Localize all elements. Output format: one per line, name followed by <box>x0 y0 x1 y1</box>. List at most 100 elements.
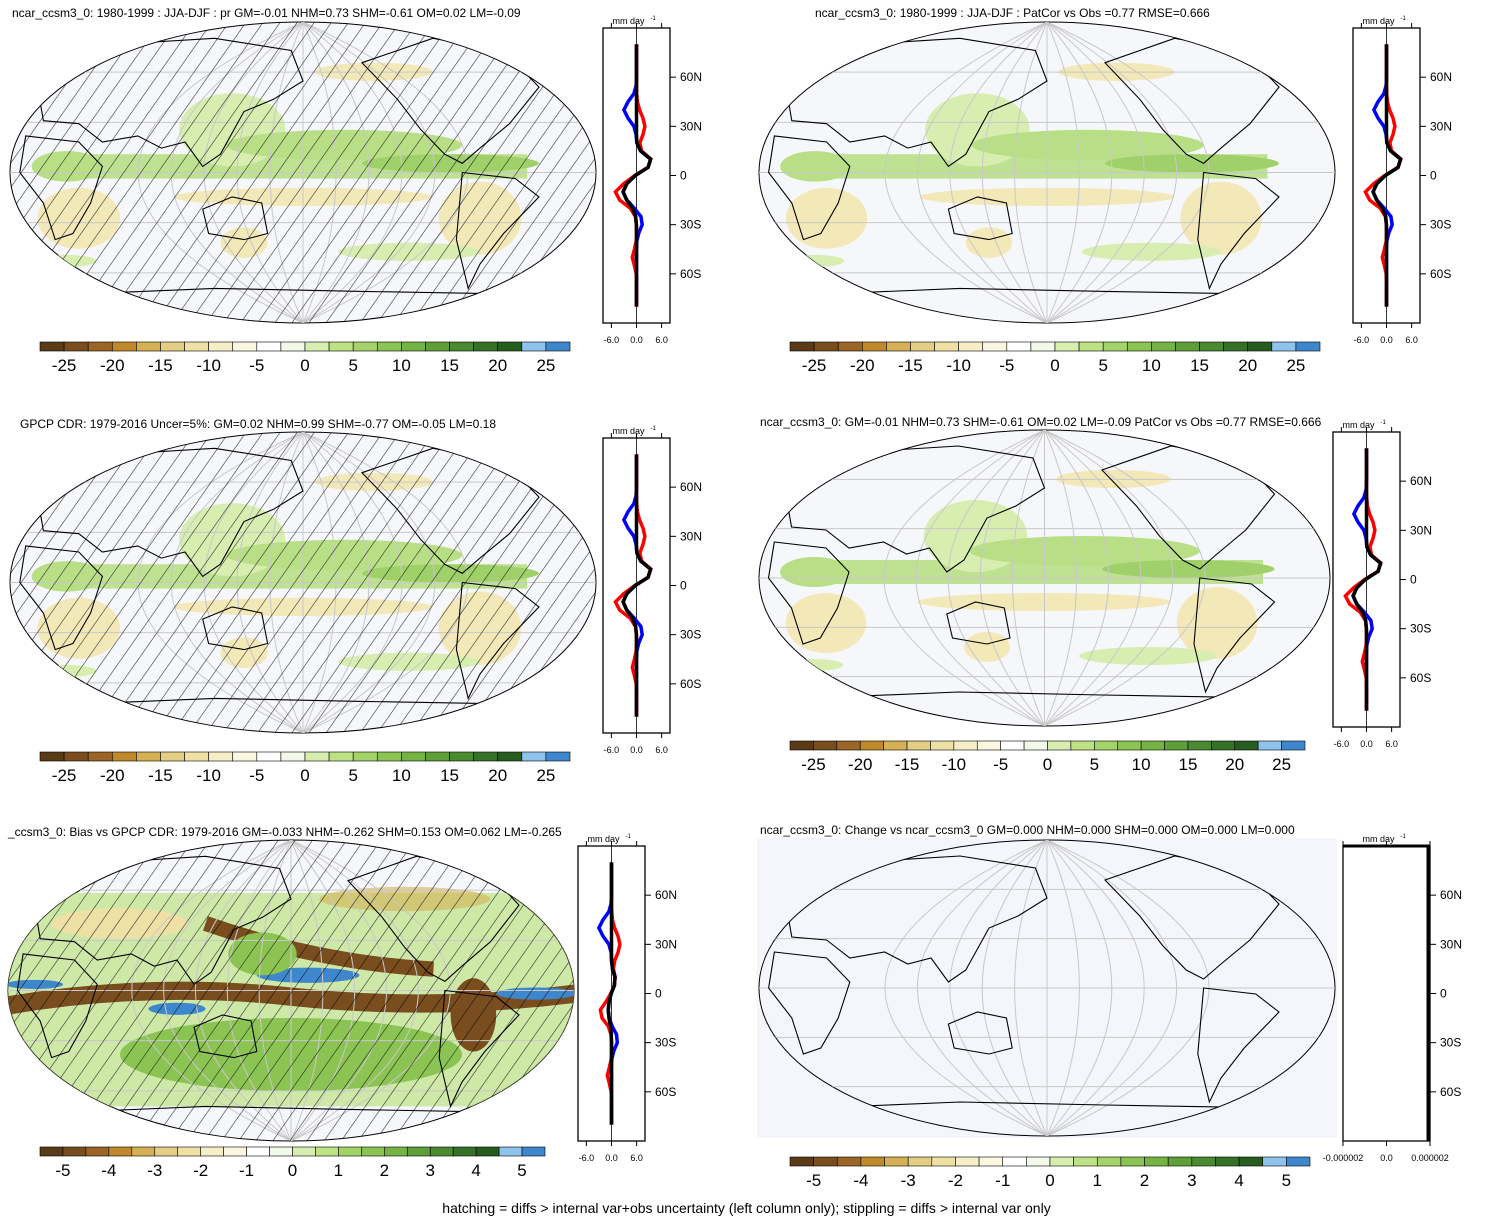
colorbar-tick-label: -25 <box>52 356 77 375</box>
lat-tick-label: 60S <box>1410 671 1431 685</box>
zonal-line-diff <box>1351 448 1383 711</box>
colorbar-swatch <box>545 751 571 762</box>
colorbar-swatch <box>376 341 402 352</box>
colorbar-swatch <box>1257 740 1282 751</box>
colorbar-swatch <box>160 751 185 762</box>
lat-tick-label: 30N <box>1430 119 1452 133</box>
colorbar-swatch <box>304 751 330 762</box>
lat-tick-label: 30N <box>680 119 702 133</box>
colorbar-tick-label: -5 <box>999 356 1014 375</box>
zonal-x-tick-label: 6.0 <box>1385 739 1398 749</box>
zonal-unit-label: mm day <box>612 426 645 436</box>
colorbar-swatch <box>473 341 499 352</box>
zonal-unit-sup: -1 <box>1401 16 1407 22</box>
colorbar-tick-label: -3 <box>901 1171 916 1190</box>
colorbar-swatch <box>184 751 209 762</box>
colorbar-swatch <box>1070 740 1095 751</box>
colorbar-tick-label: 1 <box>334 1161 343 1180</box>
colorbar-tick-label: -3 <box>147 1161 162 1180</box>
colorbar-swatch <box>1151 341 1176 352</box>
colorbar-swatch <box>982 341 1008 352</box>
colorbar-swatch <box>136 341 161 352</box>
colorbar-tick-label: 0 <box>288 1161 297 1180</box>
zonal-x-tick-label: 0.0 <box>630 335 643 345</box>
colorbar-tick-label: -2 <box>193 1161 208 1180</box>
colorbar-swatch <box>978 1156 1004 1167</box>
colorbar-swatch <box>1191 1156 1216 1167</box>
lat-tick-label: 0 <box>655 987 662 1001</box>
zonal-unit-label: mm day <box>1362 834 1395 844</box>
colorbar-tick-label: -25 <box>52 766 77 785</box>
lat-tick-label: 60N <box>1430 70 1452 84</box>
colorbar-swatch <box>232 341 258 352</box>
colorbar-tick-label: -15 <box>148 356 173 375</box>
colorbar-swatch <box>886 341 911 352</box>
colorbar-swatch <box>352 751 378 762</box>
zonal-x-tick-label: 6.0 <box>630 1153 643 1163</box>
lat-tick-label: 60S <box>1430 267 1451 281</box>
colorbar: -25 -20 -15 -10 -5 0 5 10 15 20 25 <box>789 740 1306 774</box>
colorbar-swatch <box>1000 740 1025 751</box>
colorbar-tick-label: 0 <box>1043 755 1052 774</box>
colorbar-swatch <box>39 341 65 352</box>
colorbar-tick-label: 3 <box>1187 1171 1196 1190</box>
colorbar-swatch <box>280 341 306 352</box>
lat-tick-label: 60S <box>655 1085 676 1099</box>
colorbar-tick-label: -20 <box>848 755 873 774</box>
panel-title-model-patcor: ncar_ccsm3_0: 1980-1999 : JJA-DJF : PatC… <box>815 6 1210 20</box>
panel-title-model-change: ncar_ccsm3_0: 1980-1999 : JJA-DJF : pr G… <box>12 6 521 20</box>
zonal-x-tick-label: -6.0 <box>604 745 620 755</box>
colorbar-swatch <box>1167 1156 1193 1167</box>
zonal-unit-sup: -1 <box>1381 420 1387 426</box>
lat-tick-label: 30S <box>1410 622 1431 636</box>
colorbar-swatch <box>813 740 838 751</box>
lat-tick-label: 30S <box>680 218 701 232</box>
colorbar-swatch <box>338 1146 362 1157</box>
colorbar-swatch <box>1120 1156 1145 1167</box>
colorbar-swatch <box>1073 1156 1098 1167</box>
zonal-x-tick-label: -6.0 <box>1334 739 1350 749</box>
colorbar-tick-label: 15 <box>1178 755 1197 774</box>
lat-tick-label: 60N <box>1440 888 1462 902</box>
zonal-x-tick-label: -6.0 <box>579 1153 595 1163</box>
colorbar-swatch <box>1262 1156 1287 1167</box>
lat-tick-label: 30S <box>1440 1036 1461 1050</box>
colorbar-tick-label: -1 <box>239 1161 254 1180</box>
colorbar-tick-label: 15 <box>440 356 459 375</box>
colorbar-swatch <box>256 751 282 762</box>
colorbar-swatch <box>931 1156 956 1167</box>
colorbar-tick-label: 5 <box>348 356 357 375</box>
zonal-unit-label: mm day <box>612 16 645 26</box>
colorbar-swatch <box>930 740 955 751</box>
colorbar-tick-label: 10 <box>392 766 411 785</box>
colorbar-swatch <box>1096 1156 1122 1167</box>
zonal-unit-sup: -1 <box>626 834 632 840</box>
zonal-x-tick-label: 6.0 <box>655 335 668 345</box>
colorbar-tick-label: -4 <box>101 1161 116 1180</box>
colorbar-swatch <box>521 341 547 352</box>
colorbar-swatch <box>860 1156 885 1167</box>
colorbar-swatch <box>1006 341 1032 352</box>
zonal-line-diff <box>606 862 617 1125</box>
colorbar-swatch <box>63 341 89 352</box>
zonal-unit-label: mm day <box>1362 16 1395 26</box>
colorbar-swatch <box>1144 1156 1169 1167</box>
zonal-x-tick-label: 0.0 <box>605 1153 618 1163</box>
colorbar-tick-label: 5 <box>1282 1171 1291 1190</box>
colorbar-swatch <box>223 1146 247 1157</box>
colorbar-swatch <box>62 1146 87 1157</box>
zonal-mean-plot: mm day -1 60N 30N 0 30S 60S -6.0 0.0 6.0 <box>1352 16 1452 345</box>
colorbar-swatch <box>884 1156 909 1167</box>
zonal-x-tick-label: 6.0 <box>655 745 668 755</box>
zonal-line-diff <box>1371 44 1403 307</box>
lat-tick-label: 60N <box>1410 474 1432 488</box>
colorbar-swatch <box>39 751 65 762</box>
colorbar-tick-label: -10 <box>196 766 221 785</box>
colorbar-tick-label: -15 <box>148 766 173 785</box>
colorbar-swatch <box>1030 341 1056 352</box>
colorbar-swatch <box>429 1146 454 1157</box>
colorbar-tick-label: -5 <box>249 766 264 785</box>
colorbar-swatch <box>545 341 571 352</box>
colorbar-swatch <box>108 1146 133 1157</box>
colorbar-swatch <box>177 1146 201 1157</box>
